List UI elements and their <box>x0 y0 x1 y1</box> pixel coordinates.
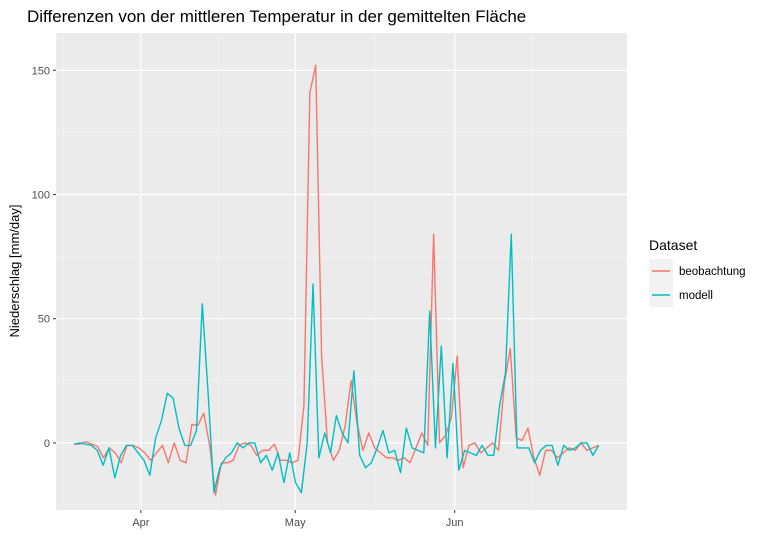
x-tick-label: Apr <box>132 517 149 529</box>
y-tick-label: 0 <box>44 438 50 450</box>
major-gridlines <box>56 33 627 510</box>
chart-title: Differenzen von der mittleren Temperatur… <box>27 7 526 26</box>
y-axis-title: Niederschlag [mm/day] <box>7 205 22 338</box>
y-tick-label: 50 <box>38 314 50 326</box>
series-line-beobachtung <box>74 64 599 496</box>
y-tick-label: 150 <box>32 65 50 77</box>
minor-gridlines <box>56 33 627 510</box>
axes: 0 50 100 150 Apr May Jun <box>32 65 464 529</box>
y-tick-label: 100 <box>32 189 50 201</box>
series-line-modell <box>73 233 600 494</box>
x-tick-label: Jun <box>446 517 464 529</box>
x-tick-label: May <box>285 517 306 529</box>
legend-title: Dataset <box>649 237 697 253</box>
legend-label-beobachtung: beobachtung <box>679 266 746 278</box>
series-lines <box>73 64 600 496</box>
legend-label-modell: modell <box>679 290 713 302</box>
legend: Dataset beobachtung modell <box>649 237 746 307</box>
